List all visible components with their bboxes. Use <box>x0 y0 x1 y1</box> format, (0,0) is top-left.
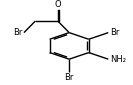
Text: O: O <box>55 0 61 9</box>
Text: NH₂: NH₂ <box>110 55 126 64</box>
Text: Br: Br <box>110 28 119 37</box>
Text: Br: Br <box>13 28 23 37</box>
Text: Br: Br <box>65 73 74 82</box>
